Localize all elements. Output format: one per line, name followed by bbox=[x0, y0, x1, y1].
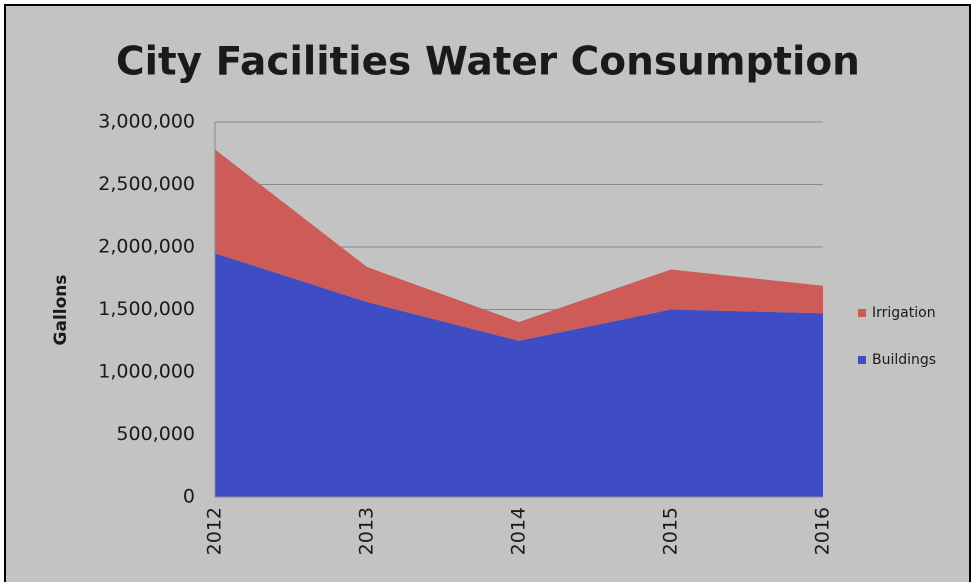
y-tick-label: 1,500,000 bbox=[98, 298, 195, 320]
y-tick-label: 0 bbox=[183, 486, 195, 508]
chart-title: City Facilities Water Consumption bbox=[116, 40, 860, 85]
x-tick-label: 2014 bbox=[508, 507, 530, 555]
x-tick-label: 2013 bbox=[356, 507, 378, 555]
y-tick-label: 1,000,000 bbox=[98, 361, 195, 383]
y-tick-label: 500,000 bbox=[116, 423, 195, 445]
area bbox=[215, 149, 823, 341]
x-tick-label: 2016 bbox=[812, 507, 834, 555]
y-axis-label: Gallons bbox=[51, 275, 71, 346]
area bbox=[215, 253, 823, 497]
y-tick-label: 2,500,000 bbox=[98, 173, 195, 195]
legend-label: Buildings bbox=[872, 352, 936, 368]
legend-swatch bbox=[858, 309, 866, 317]
y-tick-label: 2,000,000 bbox=[98, 236, 195, 258]
legend-label: Irrigation bbox=[872, 305, 936, 321]
x-tick-label: 2012 bbox=[204, 507, 226, 555]
y-tick-label: 3,000,000 bbox=[98, 111, 195, 133]
x-tick-label: 2015 bbox=[660, 507, 682, 555]
legend-swatch bbox=[858, 356, 866, 364]
